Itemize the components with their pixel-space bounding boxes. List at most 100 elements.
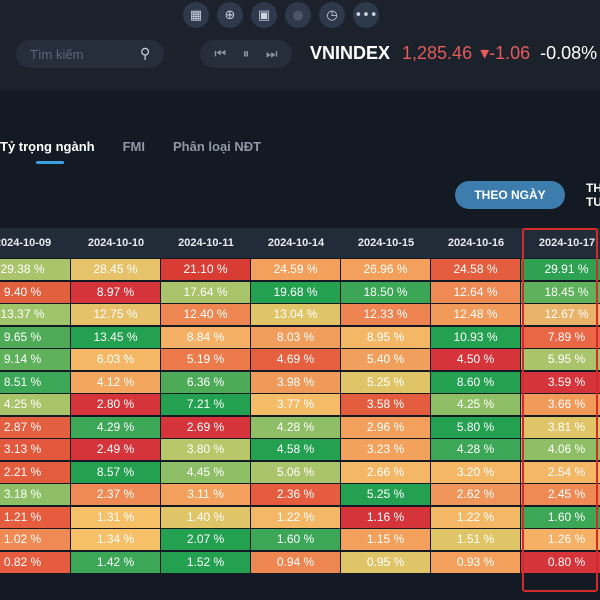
table-cell: 3.66 % xyxy=(521,394,600,415)
table-cell: 5.25 % xyxy=(341,484,431,505)
top-bar: ▦ ⊕ ▣ ● ◷ ••• ⚲ ⏮ ⏸ ⏭ VNINDEX 1,285.46 ▾… xyxy=(0,0,600,90)
table-cell: 3.13 % xyxy=(0,439,71,460)
table-cell: 8.51 % xyxy=(0,371,71,393)
table-cell: 4.58 % xyxy=(251,439,341,460)
table-cell: 4.25 % xyxy=(0,394,71,415)
column-header[interactable]: 2024-10-16 xyxy=(447,237,505,249)
table-cell: 1.15 % xyxy=(341,529,431,550)
column-header[interactable]: 2024-10-09 xyxy=(0,237,52,249)
table-cell: 3.98 % xyxy=(251,371,341,393)
table-cell: 29.91 % xyxy=(521,259,600,280)
table-cell: 2.49 % xyxy=(71,439,161,460)
table-cell: 1.52 % xyxy=(161,551,251,573)
table-cell: 8.60 % xyxy=(431,371,521,393)
table-cell: 2.21 % xyxy=(0,461,71,483)
table-cell: 1.40 % xyxy=(161,506,251,528)
table-cell: 1.60 % xyxy=(251,529,341,550)
table-cell: 4.45 % xyxy=(161,461,251,483)
table-cell: 4.50 % xyxy=(431,349,521,370)
table-cell: 8.97 % xyxy=(71,281,161,303)
grid-icon[interactable]: ▦ xyxy=(183,2,209,28)
table-cell: 2.87 % xyxy=(0,416,71,438)
table-cell: 1.22 % xyxy=(251,506,341,528)
table-cell: 1.31 % xyxy=(71,506,161,528)
table-cell: 2.80 % xyxy=(71,394,161,415)
clock-icon[interactable]: ◷ xyxy=(319,2,345,28)
table-cell: 13.37 % xyxy=(0,304,71,325)
by-week-button[interactable]: THEO TUẦN xyxy=(586,181,600,209)
table-cell: 3.80 % xyxy=(161,439,251,460)
index-ticker: VNINDEX 1,285.46 ▾-1.06 -0.08% xyxy=(310,43,597,64)
table-cell: 12.33 % xyxy=(341,304,431,325)
search-icon[interactable]: ⚲ xyxy=(140,46,151,62)
table-cell: 13.45 % xyxy=(71,326,161,348)
table-cell: 1.02 % xyxy=(0,529,71,550)
table-cell: 12.48 % xyxy=(431,304,521,325)
table-cell: 9.65 % xyxy=(0,326,71,348)
tab-investor-type[interactable]: Phân loại NĐT xyxy=(173,139,262,154)
table-cell: 2.07 % xyxy=(161,529,251,550)
table-cell: 8.84 % xyxy=(161,326,251,348)
table-cell: 19.68 % xyxy=(251,281,341,303)
table-cell: 10.93 % xyxy=(431,326,521,348)
table-cell: 4.28 % xyxy=(431,439,521,460)
index-change: ▾-1.06 xyxy=(480,43,531,63)
table-cell: 5.06 % xyxy=(251,461,341,483)
tab-fmi[interactable]: FMI xyxy=(122,139,145,154)
toolbar: ▦ ⊕ ▣ ● ◷ ••• xyxy=(183,2,379,28)
table-cell: 8.03 % xyxy=(251,326,341,348)
table-cell: 4.25 % xyxy=(431,394,521,415)
calendar-icon[interactable]: ▣ xyxy=(251,2,277,28)
table-cell: 12.40 % xyxy=(161,304,251,325)
table-header: 2024-10-09 2024-10-10 2024-10-11 2024-10-14… xyxy=(0,228,600,258)
table-cell: 21.10 % xyxy=(161,259,251,280)
table-cell: 8.95 % xyxy=(341,326,431,348)
table-cell: 1.21 % xyxy=(0,506,71,528)
table-cell: 3.58 % xyxy=(341,394,431,415)
pause-icon[interactable]: ⏸ xyxy=(242,46,250,62)
table-cell: 4.69 % xyxy=(251,349,341,370)
table-cell: 3.11 % xyxy=(161,484,251,505)
table-cell: 12.75 % xyxy=(71,304,161,325)
table-cell: 7.89 % xyxy=(521,326,600,348)
table-cell: 24.58 % xyxy=(431,259,521,280)
table-cell: 2.45 % xyxy=(521,484,600,505)
table-cell: 2.69 % xyxy=(161,416,251,438)
tab-bar: Tỷ trọng ngành FMI Phân loại NĐT xyxy=(0,139,289,164)
table-cell: 17.64 % xyxy=(161,281,251,303)
column-header[interactable]: 2024-10-15 xyxy=(357,237,415,249)
table-cell: 5.19 % xyxy=(161,349,251,370)
table-cell: 2.62 % xyxy=(431,484,521,505)
table-cell: 3.77 % xyxy=(251,394,341,415)
table-cell: 7.21 % xyxy=(161,394,251,415)
table-cell: 1.60 % xyxy=(521,506,600,528)
skip-forward-icon[interactable]: ⏭ xyxy=(265,46,278,62)
column-header[interactable]: 2024-10-11 xyxy=(178,237,234,249)
index-percent: -0.08% xyxy=(540,43,598,63)
column-header[interactable]: 2024-10-17 xyxy=(538,237,596,249)
table-cell: 6.36 % xyxy=(161,371,251,393)
column-header[interactable]: 2024-10-10 xyxy=(87,237,145,249)
search-input[interactable] xyxy=(28,45,140,63)
table-cell: 12.67 % xyxy=(521,304,600,325)
table-cell: 1.34 % xyxy=(71,529,161,550)
table-cell: 12.64 % xyxy=(431,281,521,303)
table-cell: 1.26 % xyxy=(521,529,600,550)
table-cell: 24.59 % xyxy=(251,259,341,280)
table-cell: 1.22 % xyxy=(431,506,521,528)
table-cell: 0.94 % xyxy=(251,551,341,573)
tab-sector-weight[interactable]: Tỷ trọng ngành xyxy=(0,139,95,164)
table-cell: 0.93 % xyxy=(431,551,521,573)
disabled-icon: ● xyxy=(285,2,311,28)
by-day-button[interactable]: THEO NGÀY xyxy=(455,181,565,209)
table-cell: 5.25 % xyxy=(341,371,431,393)
skip-back-icon[interactable]: ⏮ xyxy=(214,46,227,62)
more-icon[interactable]: ••• xyxy=(353,2,379,28)
table-cell: 2.66 % xyxy=(341,461,431,483)
table-cell: 18.45 % xyxy=(521,281,600,303)
column-header[interactable]: 2024-10-14 xyxy=(267,237,325,249)
zoom-icon[interactable]: ⊕ xyxy=(217,2,243,28)
table-cell: 2.36 % xyxy=(251,484,341,505)
table-cell: 5.40 % xyxy=(341,349,431,370)
index-name: VNINDEX xyxy=(310,43,391,63)
